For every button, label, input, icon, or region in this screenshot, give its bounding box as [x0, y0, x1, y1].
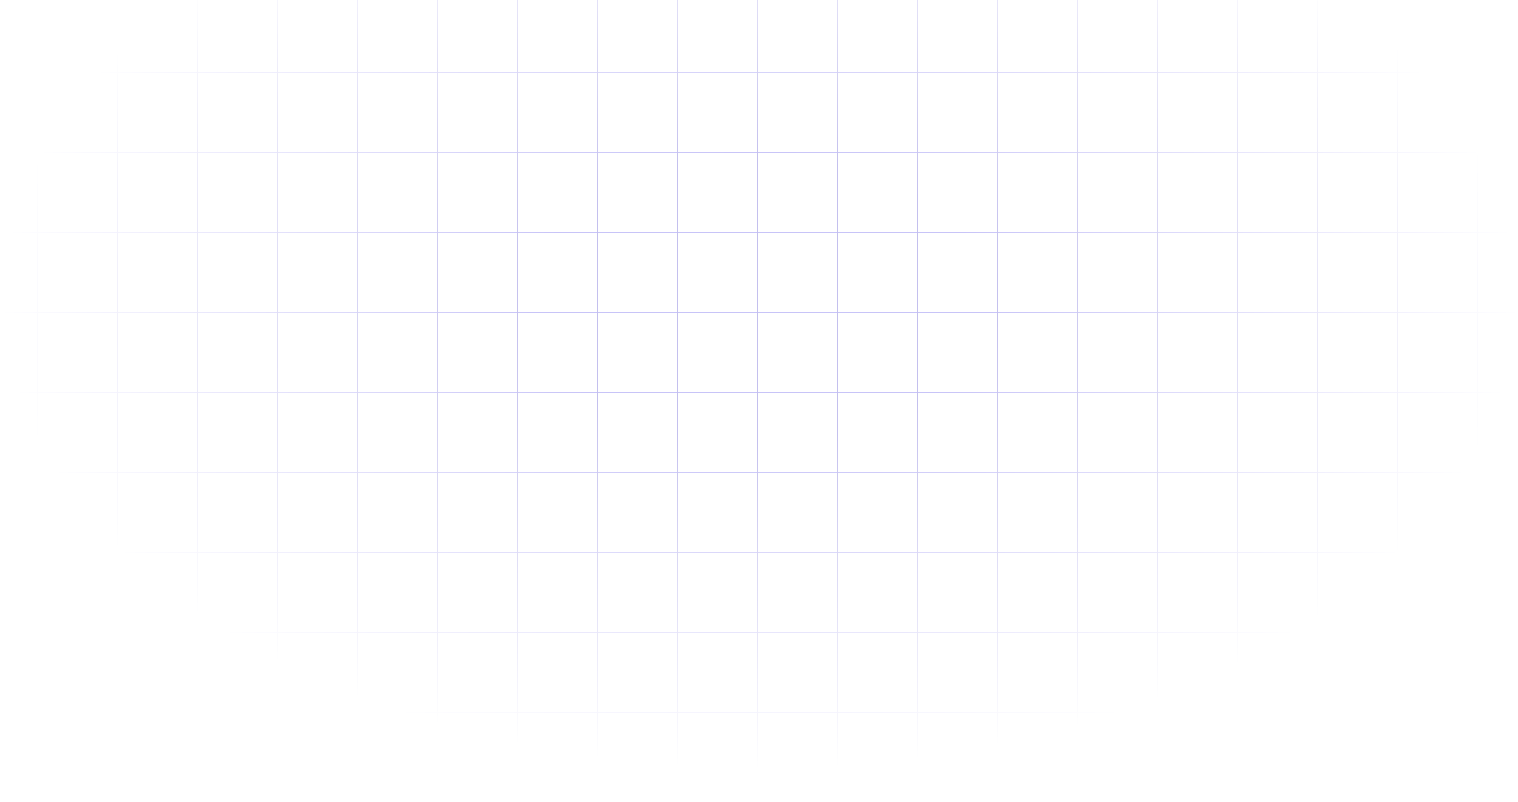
background-grid — [0, 0, 1518, 802]
